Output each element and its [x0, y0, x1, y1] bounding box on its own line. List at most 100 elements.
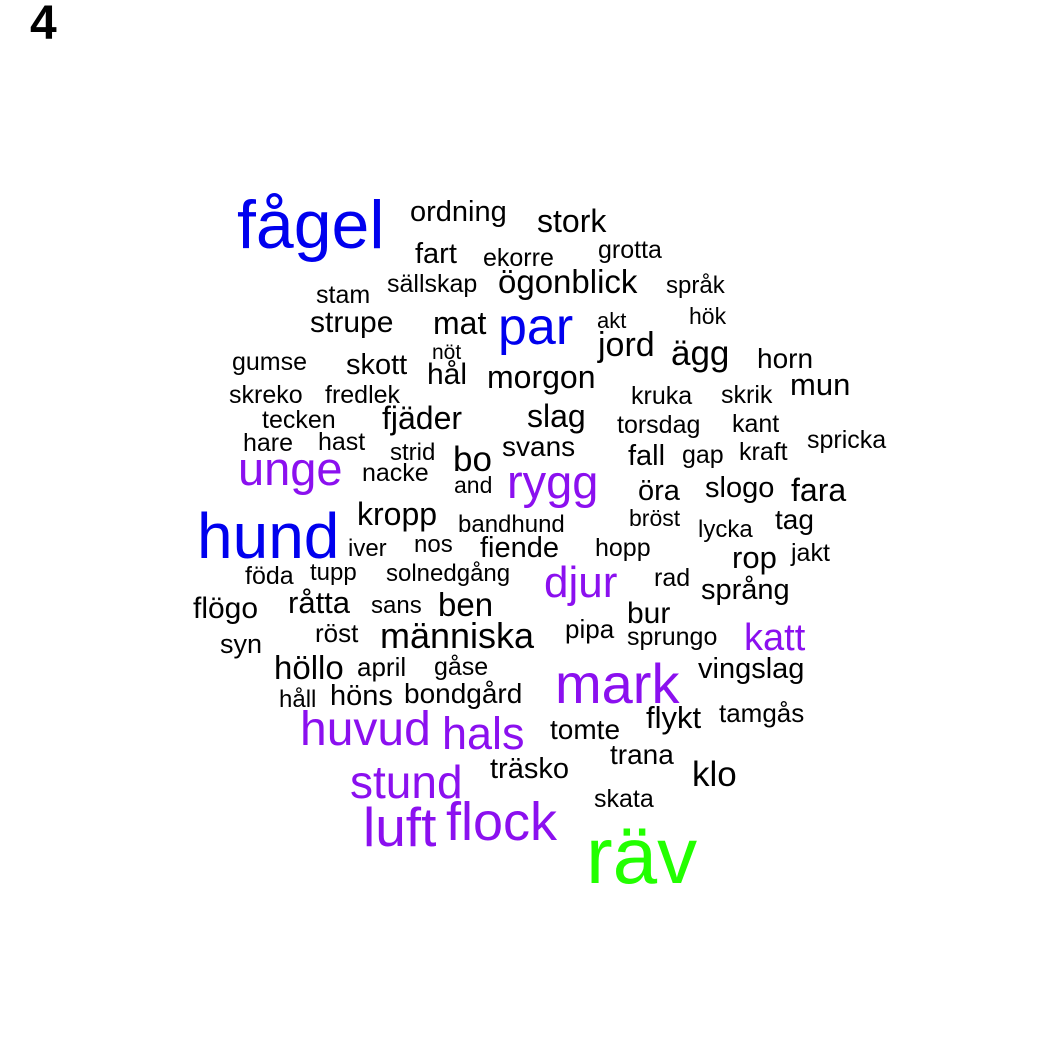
word-bo: bo [453, 440, 492, 479]
word-grotta: grotta [598, 236, 662, 264]
word-tecken: tecken [262, 406, 336, 434]
panel-label: 4 [30, 0, 57, 50]
word-jakt: jakt [791, 539, 830, 567]
word-par: par [498, 298, 574, 356]
word-sprang: språng [701, 574, 790, 606]
word-hare: hare [243, 429, 294, 457]
word-skrik: skrik [721, 381, 773, 409]
word-trana: trana [610, 739, 674, 770]
word-ben: ben [438, 586, 494, 623]
word-pipa: pipa [565, 614, 615, 644]
word-luft: luft [363, 796, 437, 858]
word-kraft: kraft [739, 438, 788, 466]
word-spricka: spricka [807, 426, 887, 454]
word-rad: rad [654, 564, 691, 592]
word-sallskap: sällskap [387, 270, 478, 298]
word-stund: stund [350, 756, 463, 808]
word-huvud: huvud [300, 703, 431, 756]
word-brost: bröst [629, 505, 681, 531]
word-hok: hök [689, 303, 727, 329]
word-fiende: fiende [480, 532, 560, 564]
word-kropp: kropp [357, 496, 438, 532]
word-rygg: rygg [507, 455, 599, 508]
word-torsdag: torsdag [617, 411, 701, 439]
word-tamgas: tamgås [719, 698, 805, 728]
word-stork: stork [537, 203, 607, 239]
word-gap: gap [682, 441, 724, 469]
word-hal: hål [427, 358, 468, 391]
word-djur: djur [544, 558, 618, 607]
word-bondgard: bondgård [404, 678, 523, 709]
word-sprungo: sprungo [627, 623, 718, 651]
word-and: and [454, 472, 493, 498]
word-flock: flock [446, 792, 558, 852]
word-hund: hund [197, 500, 340, 572]
word-manniska: människa [380, 615, 535, 656]
word-fall: fall [628, 440, 666, 472]
word-gumse: gumse [232, 348, 308, 376]
word-bur: bur [627, 597, 671, 630]
word-skott: skott [346, 349, 408, 381]
word-not: nöt [432, 341, 462, 364]
word-syn: syn [220, 629, 263, 659]
word-flykt: flykt [646, 700, 702, 735]
word-hons: höns [330, 680, 393, 712]
word-hals: hals [442, 708, 525, 759]
word-foda: föda [245, 562, 294, 590]
word-nos: nos [414, 531, 453, 558]
word-tag: tag [775, 504, 814, 535]
word-kruka: kruka [631, 382, 693, 410]
word-rav: räv [586, 811, 698, 900]
word-flogo: flögo [193, 592, 259, 625]
word-fart: fart [415, 238, 457, 270]
word-katt: katt [744, 617, 806, 659]
word-strid: strid [390, 439, 436, 466]
word-kant: kant [732, 410, 780, 438]
word-rop: rop [732, 540, 777, 575]
word-fara: fara [791, 472, 847, 508]
word-vingslag: vingslag [698, 653, 805, 685]
word-mun: mun [790, 367, 851, 402]
word-april: april [357, 652, 407, 682]
word-hall: håll [279, 686, 317, 713]
word-klo: klo [692, 755, 737, 794]
word-morgon: morgon [487, 359, 596, 395]
word-ratta: råtta [288, 585, 351, 620]
word-mat: mat [433, 305, 487, 341]
word-ekorre: ekorre [483, 244, 554, 272]
word-hast: hast [318, 428, 366, 456]
word-slag: slag [527, 398, 586, 434]
word-trasko: träsko [490, 753, 569, 785]
word-skata: skata [594, 785, 654, 813]
word-ora: öra [638, 475, 680, 507]
word-slogo: slogo [705, 472, 775, 504]
word-stam: stam [316, 281, 371, 309]
word-fjader: fjäder [382, 400, 463, 436]
word-nacke: nacke [362, 459, 429, 487]
word-ogonblick: ögonblick [498, 263, 638, 300]
word-rost: röst [315, 618, 359, 648]
word-tomte: tomte [550, 714, 621, 745]
word-jord: jord [598, 326, 655, 364]
word-sprak: språk [666, 272, 725, 299]
word-lycka: lycka [698, 516, 753, 543]
word-skreko: skreko [229, 381, 303, 409]
word-sans: sans [371, 592, 422, 619]
word-agg: ägg [671, 334, 730, 373]
word-horn: horn [757, 343, 814, 374]
word-iver: iver [348, 535, 387, 562]
word-svans: svans [502, 431, 576, 462]
word-fagel: fågel [237, 187, 385, 263]
word-hopp: hopp [595, 534, 651, 562]
word-bandhund: bandhund [458, 511, 565, 538]
word-gase: gåse [434, 653, 489, 681]
word-hollo: höllo [274, 649, 344, 686]
word-tupp: tupp [310, 559, 357, 586]
word-unge: unge [238, 442, 343, 495]
word-fredlek: fredlek [325, 381, 401, 409]
word-mark: mark [555, 652, 680, 715]
word-ordning: ordning [410, 196, 507, 228]
word-akt: akt [597, 308, 627, 333]
word-strupe: strupe [310, 306, 394, 339]
